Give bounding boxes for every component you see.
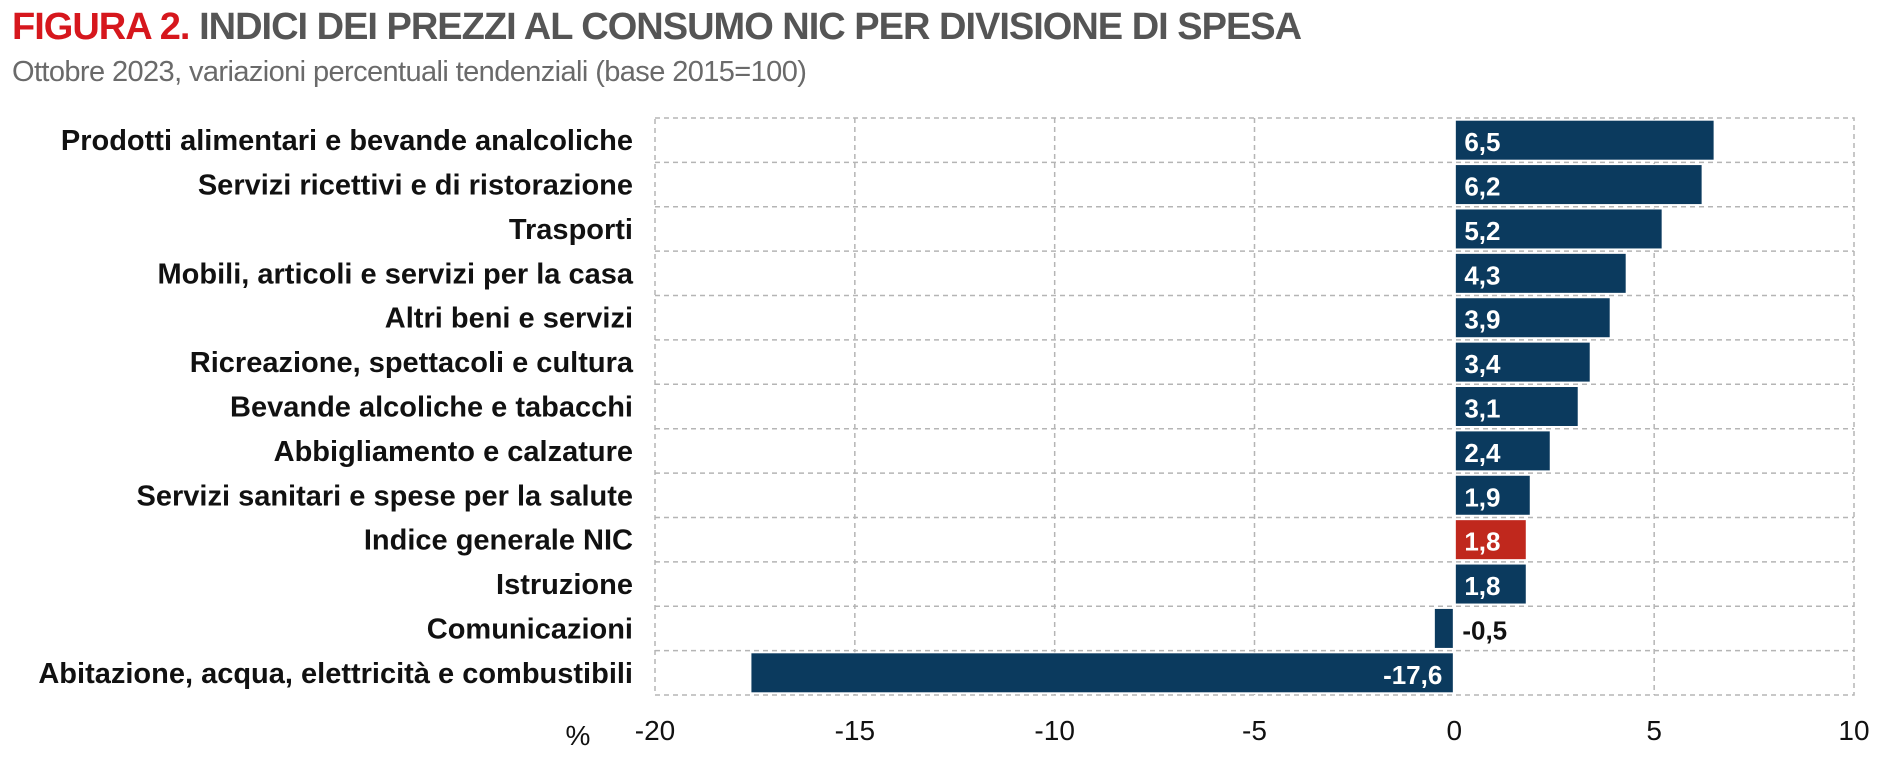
category-label: Istruzione xyxy=(496,569,633,601)
x-axis-unit-label: % xyxy=(566,720,591,751)
x-tick-label: 5 xyxy=(1646,715,1662,746)
bar xyxy=(1453,164,1703,206)
x-tick-label: -10 xyxy=(1034,715,1074,746)
category-label: Trasporti xyxy=(509,214,633,246)
category-label: Ricreazione, spettacoli e cultura xyxy=(190,347,634,379)
category-label: Mobili, articoli e servizi per la casa xyxy=(158,258,634,290)
bar xyxy=(1453,563,1527,605)
category-label: Indice generale NIC xyxy=(364,525,633,557)
x-tick-label: -20 xyxy=(635,715,675,746)
bar xyxy=(1453,341,1591,383)
bar xyxy=(1453,297,1611,339)
value-label: 3,4 xyxy=(1464,349,1501,379)
value-label: 1,8 xyxy=(1464,527,1500,557)
category-label: Abitazione, acqua, elettricità e combust… xyxy=(38,658,633,690)
value-label: 4,3 xyxy=(1464,260,1500,290)
category-label: Comunicazioni xyxy=(427,613,633,645)
value-label: 1,8 xyxy=(1464,571,1500,601)
category-label: Altri beni e servizi xyxy=(385,303,633,335)
bar xyxy=(750,652,1455,694)
chart-subtitle: Ottobre 2023, variazioni percentuali ten… xyxy=(12,56,807,88)
bar xyxy=(1453,252,1627,294)
x-tick-label: -15 xyxy=(835,715,875,746)
category-label: Prodotti alimentari e bevande analcolich… xyxy=(61,125,633,157)
value-label: -17,6 xyxy=(1383,660,1442,690)
bar xyxy=(1453,119,1715,161)
chart-title: FIGURA 2. INDICI DEI PREZZI AL CONSUMO N… xyxy=(12,6,1302,49)
x-tick-label: 0 xyxy=(1447,715,1463,746)
category-label: Abbigliamento e calzature xyxy=(274,436,633,468)
category-label: Bevande alcoliche e tabacchi xyxy=(230,392,633,424)
bar xyxy=(1453,519,1527,561)
value-label: 3,1 xyxy=(1464,394,1500,424)
title-text: INDICI DEI PREZZI AL CONSUMO NIC PER DIV… xyxy=(199,6,1302,48)
value-label: 6,5 xyxy=(1464,127,1500,157)
category-label: Servizi ricettivi e di ristorazione xyxy=(198,170,633,202)
value-label: 3,9 xyxy=(1464,305,1500,335)
value-label: 2,4 xyxy=(1464,438,1501,468)
value-label: 5,2 xyxy=(1464,216,1500,246)
value-label: 6,2 xyxy=(1464,172,1500,202)
value-label: -0,5 xyxy=(1462,615,1507,645)
value-label: 1,9 xyxy=(1464,482,1500,512)
bar xyxy=(1453,474,1531,516)
x-tick-label: -5 xyxy=(1242,715,1267,746)
figure-number: FIGURA 2. xyxy=(12,6,190,48)
category-label: Servizi sanitari e spese per la salute xyxy=(137,480,633,512)
x-tick-label: 10 xyxy=(1838,715,1869,746)
bar xyxy=(1453,208,1663,250)
bar xyxy=(1433,607,1455,649)
bar xyxy=(1453,386,1579,427)
bar xyxy=(1453,430,1551,472)
plot-area xyxy=(654,117,1855,696)
